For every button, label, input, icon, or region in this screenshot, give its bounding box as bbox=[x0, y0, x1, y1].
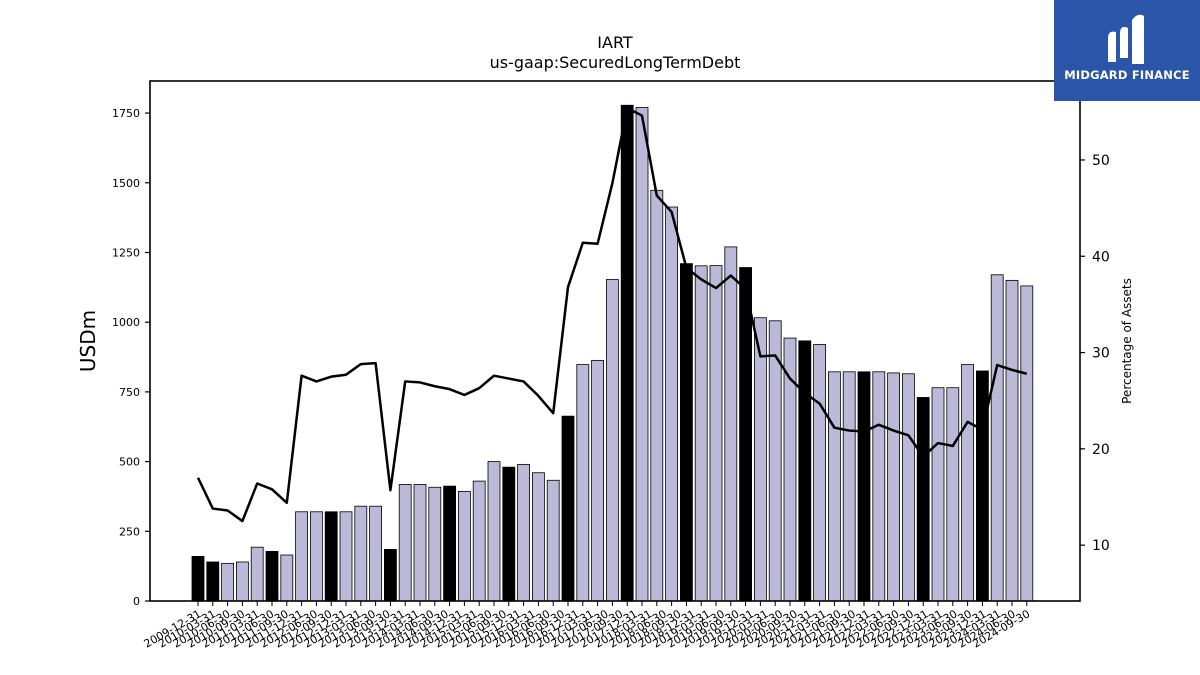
y-tick-label: 250 bbox=[119, 525, 140, 538]
brand-mark-icon bbox=[1108, 14, 1144, 65]
bar-2017-12-31 bbox=[665, 206, 678, 602]
bar-2011-03-31 bbox=[265, 550, 279, 602]
axes-layer: 0250500750100012501500175010203040502009… bbox=[112, 80, 1110, 651]
bar-2016-06-30 bbox=[576, 364, 590, 602]
bar-2020-12-31 bbox=[842, 371, 856, 602]
bar-2013-09-30 bbox=[413, 484, 427, 602]
bar-2016-03-31 bbox=[561, 415, 575, 602]
bar-2022-09-30 bbox=[946, 387, 960, 602]
bar-2014-06-30 bbox=[457, 491, 471, 602]
y-tick-label: 500 bbox=[119, 456, 140, 469]
bar-2022-12-31 bbox=[961, 364, 974, 602]
bar-2018-12-31 bbox=[724, 246, 738, 602]
bar-2019-03-31 bbox=[739, 267, 752, 602]
bar-2012-03-31 bbox=[324, 511, 338, 602]
bar-2020-03-31 bbox=[798, 340, 812, 602]
bar-2014-09-30 bbox=[472, 480, 486, 602]
plot-frame bbox=[149, 80, 1081, 602]
bar-2015-03-31 bbox=[502, 466, 516, 602]
y-tick-label: 1250 bbox=[112, 246, 140, 259]
y2-tick-label: 20 bbox=[1092, 442, 1110, 458]
bar-2015-09-30 bbox=[532, 472, 545, 602]
bar-2011-06-30 bbox=[280, 554, 294, 602]
bar-2023-03-31 bbox=[976, 370, 989, 602]
bar-2018-09-30 bbox=[709, 265, 723, 602]
bar-2015-06-30 bbox=[517, 463, 530, 602]
bar-2021-09-30 bbox=[887, 372, 900, 602]
bar-2022-03-31 bbox=[916, 397, 930, 602]
y-tick-label: 1750 bbox=[112, 107, 140, 120]
bar-2012-09-30 bbox=[354, 505, 368, 602]
bar-2023-06-30 bbox=[990, 274, 1004, 602]
bar-2011-09-30 bbox=[295, 511, 309, 602]
bar-2017-09-30 bbox=[650, 189, 664, 602]
y2-tick-label: 10 bbox=[1092, 538, 1110, 554]
bar-2013-03-31 bbox=[383, 549, 397, 602]
chart-subtitle: us-gaap:SecuredLongTermDebt bbox=[490, 53, 741, 72]
bar-2020-09-30 bbox=[828, 371, 841, 602]
bar-2013-06-30 bbox=[398, 484, 412, 602]
bar-2018-03-31 bbox=[680, 263, 693, 602]
bar-2010-06-30 bbox=[221, 562, 235, 602]
bar-2016-09-30 bbox=[591, 359, 604, 602]
brand-logo: MIDGARD FINANCE bbox=[1054, 0, 1200, 101]
bar-2010-09-30 bbox=[235, 561, 249, 602]
bar-2010-12-31 bbox=[250, 546, 264, 602]
bar-2014-03-31 bbox=[443, 485, 457, 602]
bar-2021-03-31 bbox=[857, 371, 871, 602]
bar-2013-12-31 bbox=[428, 486, 442, 602]
bar-2017-03-31 bbox=[620, 104, 634, 602]
bar-2012-12-31 bbox=[369, 505, 383, 602]
bar-2019-06-30 bbox=[754, 317, 767, 602]
y-tick-label: 1000 bbox=[112, 316, 140, 329]
bar-2015-12-31 bbox=[546, 479, 560, 602]
bar-2021-12-31 bbox=[902, 373, 915, 602]
bar-2020-06-30 bbox=[813, 344, 826, 602]
bar-2009-12-31 bbox=[191, 555, 205, 602]
bar-2017-06-30 bbox=[635, 107, 649, 602]
y-tick-label: 0 bbox=[133, 595, 140, 608]
brand-name: MIDGARD FINANCE bbox=[1064, 68, 1190, 82]
bar-2022-06-30 bbox=[931, 387, 945, 602]
bar-2021-06-30 bbox=[872, 371, 886, 602]
bar-2012-06-30 bbox=[339, 511, 353, 602]
line-layer bbox=[196, 106, 1028, 523]
percentage-of-assets-line bbox=[196, 106, 1028, 523]
chart-title: IART bbox=[597, 33, 633, 52]
bar-2023-12-31 bbox=[1020, 285, 1034, 602]
bar-2023-09-30 bbox=[1005, 279, 1019, 602]
y-axis-label: USDm bbox=[76, 310, 100, 372]
bar-2014-12-31 bbox=[487, 461, 501, 602]
bar-2016-12-31 bbox=[606, 279, 619, 602]
y2-axis-label: Percentage of Assets bbox=[1120, 278, 1134, 404]
y2-tick-label: 30 bbox=[1092, 346, 1110, 362]
bar-2010-03-31 bbox=[206, 561, 220, 602]
bar-2011-12-31 bbox=[309, 511, 323, 602]
y2-tick-label: 40 bbox=[1092, 249, 1110, 265]
y-tick-label: 750 bbox=[119, 386, 140, 399]
y2-tick-label: 50 bbox=[1092, 153, 1110, 169]
bar-2018-06-30 bbox=[694, 265, 708, 602]
y-tick-label: 1500 bbox=[112, 177, 140, 190]
